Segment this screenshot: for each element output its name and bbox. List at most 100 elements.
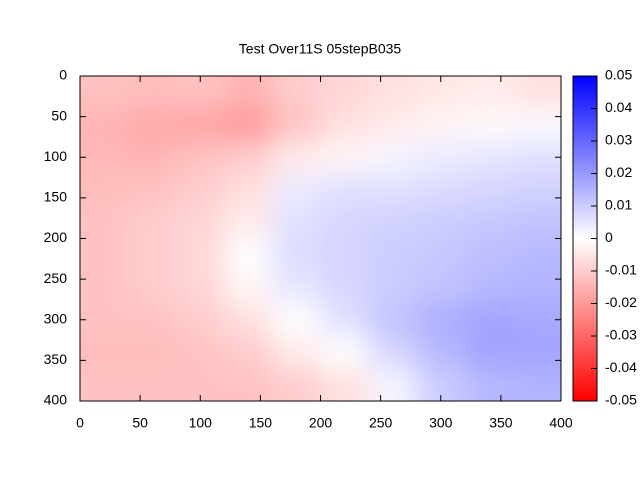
heat-cell: [512, 173, 561, 207]
heat-cell: [80, 206, 129, 239]
heat-cell: [80, 271, 129, 304]
heat-cell: [128, 76, 177, 109]
heat-cell: [128, 368, 177, 401]
heat-cell: [320, 303, 370, 337]
heat-cell: [512, 303, 561, 337]
y-tick-label: 150: [44, 189, 68, 205]
heat-cell: [512, 271, 561, 304]
heat-cell: [128, 336, 177, 369]
heat-cell: [320, 108, 370, 142]
heat-cell: [176, 238, 225, 272]
heat-cell: [80, 108, 129, 142]
heat-cell: [368, 173, 418, 207]
heat-cell: [176, 173, 225, 207]
heat-cell: [416, 173, 466, 207]
x-tick-label: 250: [369, 415, 393, 431]
colorbar-tick-label: -0.01: [605, 262, 637, 278]
heat-cell: [224, 206, 273, 239]
colorbar-tick-label: 0.02: [605, 164, 632, 180]
colorbar-tick-label: 0.01: [605, 197, 632, 213]
heat-cell: [368, 108, 418, 142]
heat-cell: [224, 141, 273, 174]
heat-cell: [512, 238, 561, 272]
heat-cell: [368, 271, 418, 304]
heat-cell: [80, 76, 129, 109]
heat-cell: [320, 271, 370, 304]
heat-cell: [128, 238, 177, 272]
heat-cell: [272, 206, 321, 239]
colorbar-tick-label: 0.05: [605, 67, 632, 83]
heat-cell: [272, 271, 321, 304]
heat-cell: [224, 76, 273, 109]
heat-cell: [512, 368, 561, 401]
heat-cell: [416, 303, 466, 337]
heat-cell: [272, 336, 321, 369]
heat-cell: [416, 336, 466, 369]
heat-cell: [512, 336, 561, 369]
x-tick-label: 400: [549, 415, 573, 431]
heat-cell: [272, 238, 321, 272]
heat-cell: [368, 336, 418, 369]
heat-cell: [464, 173, 514, 207]
colorbar-tick-label: 0: [605, 229, 613, 245]
heat-cell: [320, 238, 370, 272]
heat-cell: [464, 271, 514, 304]
colorbar-tick-label: -0.05: [605, 392, 637, 408]
heat-cell: [272, 141, 321, 174]
heat-cell: [464, 76, 514, 109]
heat-cell: [320, 206, 370, 239]
heat-cell: [368, 206, 418, 239]
heat-cell: [464, 336, 514, 369]
y-tick-label: 0: [59, 67, 67, 83]
y-tick-label: 250: [44, 270, 68, 286]
heat-cell: [128, 303, 177, 337]
heat-cell: [80, 141, 129, 174]
heat-cell: [464, 303, 514, 337]
heat-cell: [512, 141, 561, 174]
x-tick-label: 100: [189, 415, 213, 431]
heat-cell: [464, 368, 514, 401]
heat-cell: [464, 141, 514, 174]
heat-cell: [176, 108, 225, 142]
x-tick-label: 50: [132, 415, 148, 431]
y-tick-label: 200: [44, 229, 68, 245]
colorbar-tick-label: -0.03: [605, 327, 637, 343]
heat-cell: [512, 108, 561, 142]
heat-cell: [80, 303, 129, 337]
y-tick-label: 50: [51, 107, 67, 123]
heat-cell: [464, 238, 514, 272]
heat-cell: [176, 206, 225, 239]
heat-cell: [416, 238, 466, 272]
heat-cell: [320, 173, 370, 207]
heat-cell: [272, 303, 321, 337]
x-tick-label: 350: [489, 415, 513, 431]
y-tick-label: 100: [44, 148, 68, 164]
heat-cell: [272, 368, 321, 401]
heat-cell: [176, 303, 225, 337]
heat-cell: [128, 108, 177, 142]
y-tick-label: 400: [44, 392, 68, 408]
colorbar-tick-label: 0.03: [605, 132, 632, 148]
heat-cell: [512, 206, 561, 239]
chart-title: Test Over11S 05stepB035: [239, 41, 402, 57]
heat-cell: [368, 303, 418, 337]
heat-cell: [128, 206, 177, 239]
heat-cell: [368, 368, 418, 401]
heat-cell: [320, 141, 370, 174]
heat-cell: [272, 76, 321, 109]
heat-cell: [224, 271, 273, 304]
y-tick-label: 300: [44, 310, 68, 326]
heat-cell: [416, 141, 466, 174]
heat-cell: [368, 238, 418, 272]
heat-cell: [128, 173, 177, 207]
heat-cell: [368, 141, 418, 174]
colorbar-tick-label: -0.02: [605, 294, 637, 310]
y-tick-label: 350: [44, 351, 68, 367]
heat-cell: [272, 108, 321, 142]
heat-cell: [224, 108, 273, 142]
x-tick-label: 0: [76, 415, 84, 431]
heat-cell: [128, 271, 177, 304]
heat-cell: [416, 206, 466, 239]
heat-cell: [368, 76, 418, 109]
